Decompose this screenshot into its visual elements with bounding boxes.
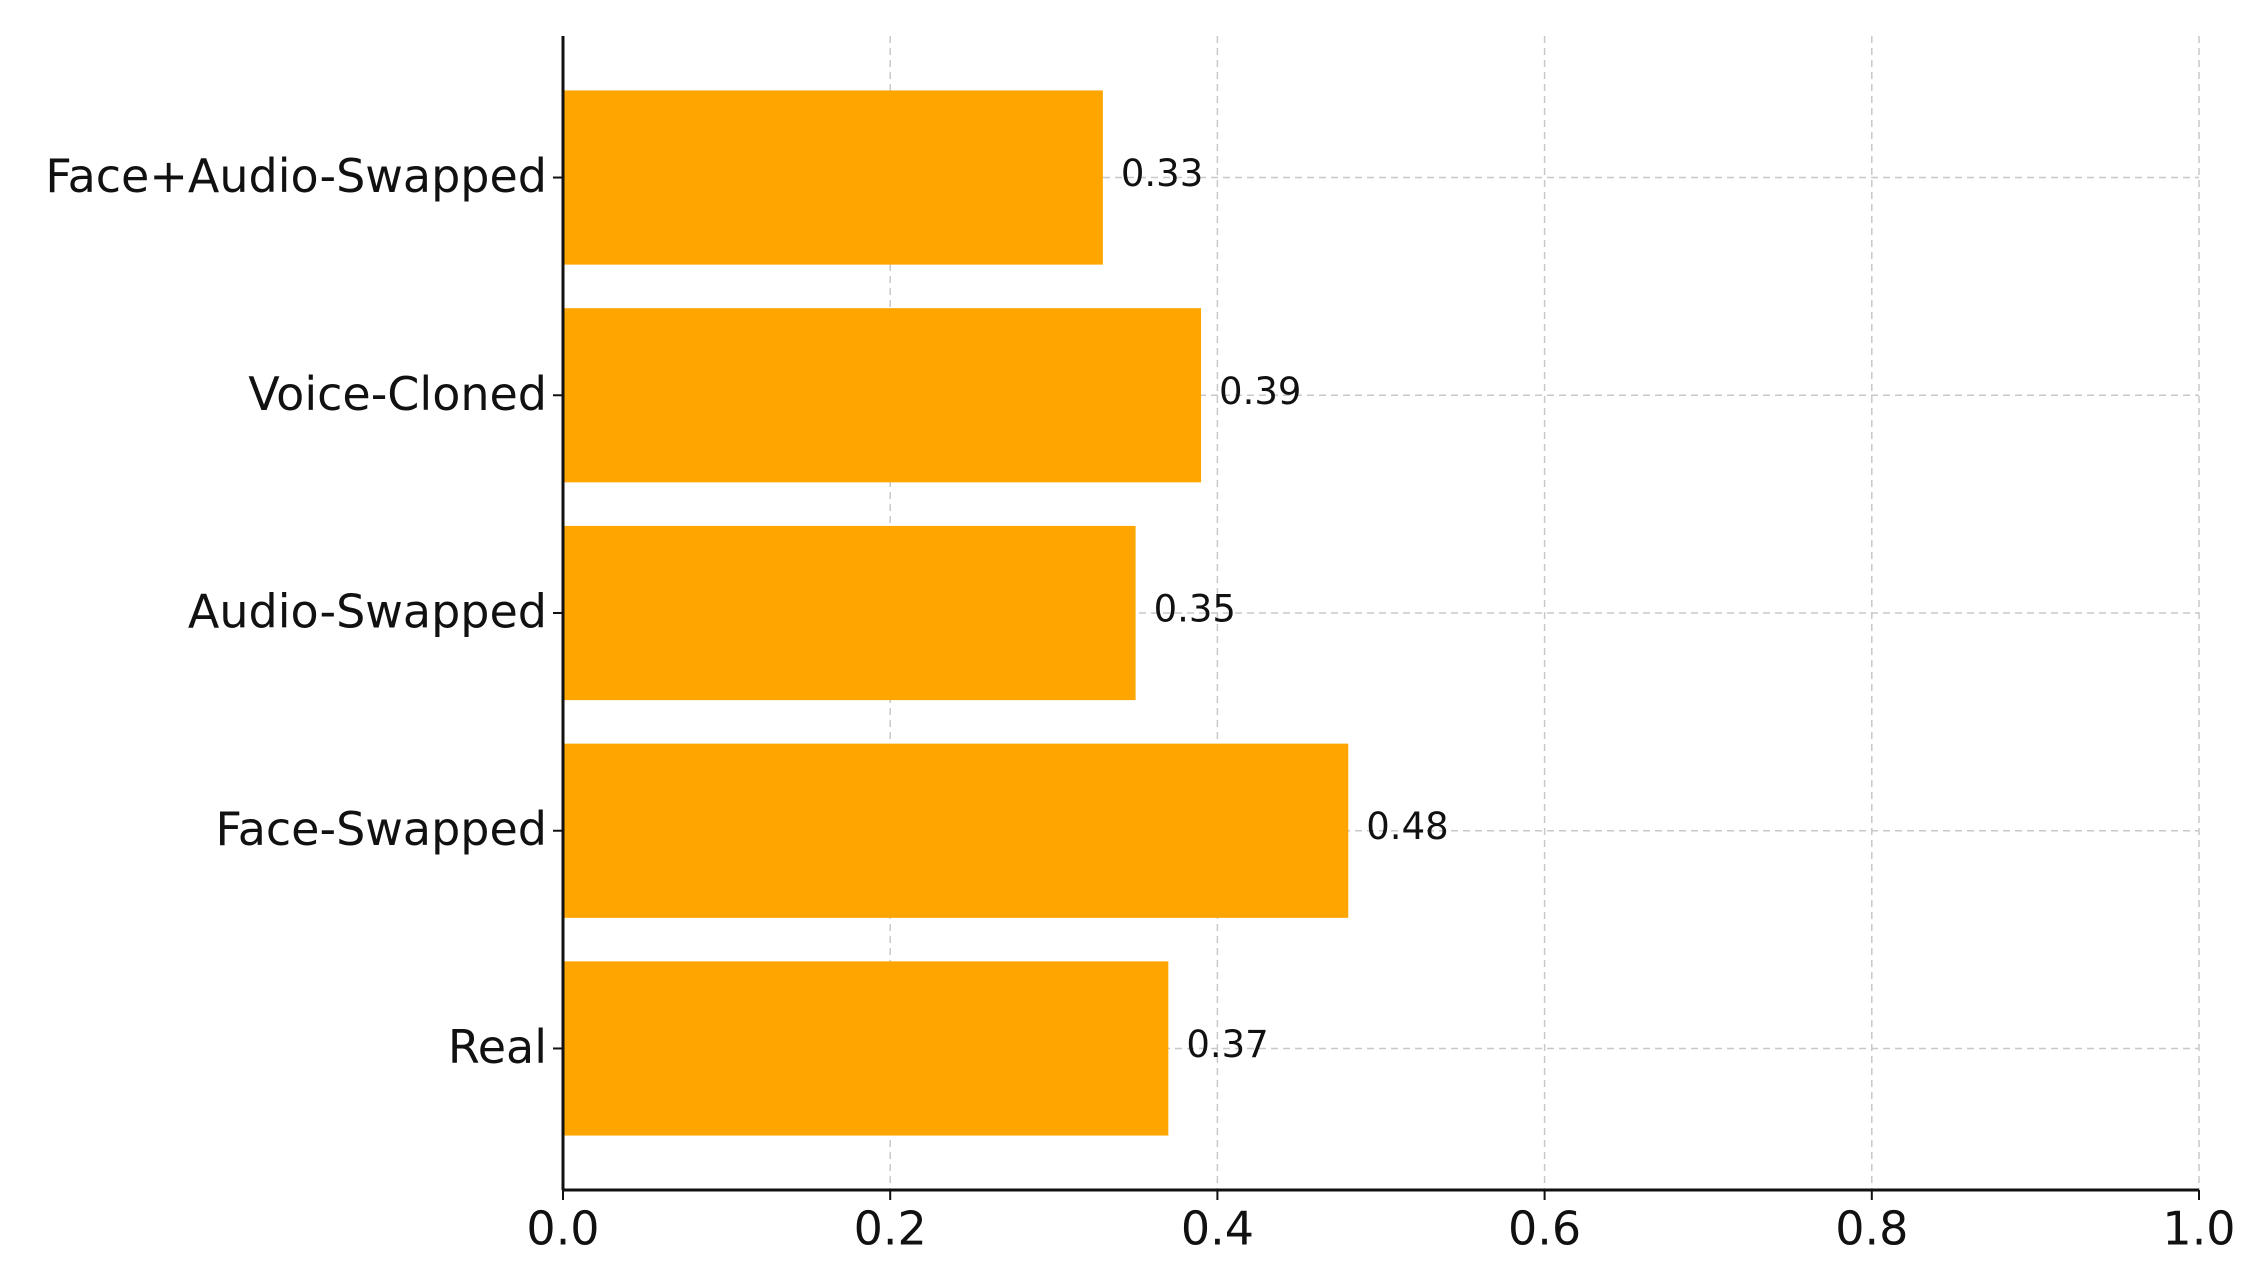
y-tick-label: Face-Swapped — [215, 802, 547, 856]
value-label: 0.48 — [1366, 805, 1448, 848]
value-label: 0.39 — [1219, 370, 1301, 413]
bar — [563, 90, 1103, 265]
x-tick-label: 0.8 — [1835, 1202, 1908, 1256]
x-tick-label: 0.6 — [1508, 1202, 1581, 1256]
x-tick-label: 0.4 — [1181, 1202, 1254, 1256]
x-tick-label: 0.2 — [854, 1202, 927, 1256]
bar — [563, 961, 1169, 1136]
x-tick-label: 0.0 — [526, 1202, 599, 1256]
bar — [563, 308, 1202, 483]
y-tick-label: Real — [448, 1020, 547, 1074]
value-label: 0.37 — [1186, 1023, 1268, 1066]
bar — [563, 525, 1136, 701]
y-tick-label: Voice-Cloned — [248, 367, 547, 421]
x-tick-label: 1.0 — [2162, 1202, 2235, 1256]
y-tick-label: Face+Audio-Swapped — [45, 149, 547, 203]
y-tick-label: Audio-Swapped — [188, 585, 547, 639]
value-label: 0.35 — [1154, 588, 1236, 631]
bar — [563, 743, 1349, 918]
value-label: 0.33 — [1121, 152, 1203, 195]
